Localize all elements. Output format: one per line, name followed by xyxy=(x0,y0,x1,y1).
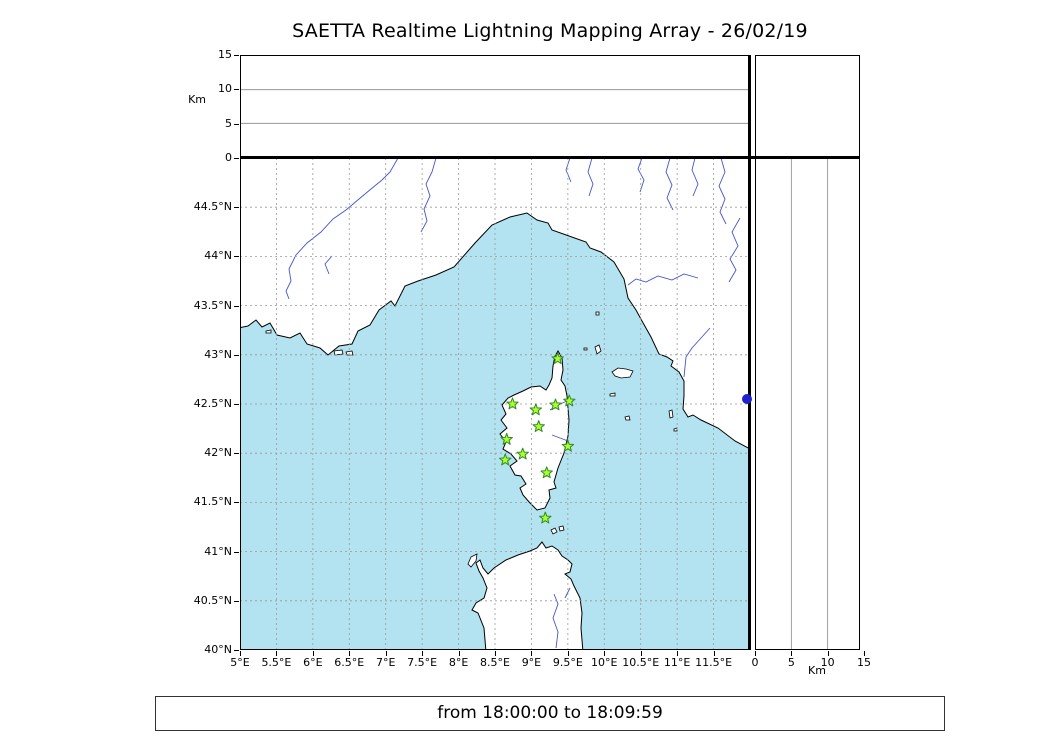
tick-mark xyxy=(827,651,829,656)
station-marker xyxy=(561,439,575,452)
km-tick-label: 10 xyxy=(820,656,835,669)
map-gridlines xyxy=(240,158,750,650)
lon-tick-label: 8.5°E xyxy=(480,656,510,669)
km-tick-label: 5 xyxy=(787,656,795,669)
tick-mark xyxy=(755,651,756,656)
altitude-tick-label: 5 xyxy=(225,116,232,130)
tick-mark xyxy=(234,55,239,56)
lat-tick-label: 42.5°N xyxy=(193,397,232,410)
tick-mark xyxy=(422,651,424,656)
tick-mark xyxy=(604,651,606,656)
tick-mark xyxy=(234,502,239,504)
tick-mark xyxy=(240,651,241,656)
lon-tick-label: 11°E xyxy=(663,656,691,669)
lightning-source-dot xyxy=(742,394,753,405)
altitude-tick-label: 0 xyxy=(225,151,232,164)
station-marker xyxy=(516,447,529,460)
lon-tick-label: 11.5°E xyxy=(695,656,733,669)
tick-mark xyxy=(234,650,239,651)
coastline-mainland xyxy=(240,158,750,450)
page-title: SAETTA Realtime Lightning Mapping Array … xyxy=(292,20,808,42)
tick-mark xyxy=(276,651,278,656)
tick-mark xyxy=(640,651,642,656)
tick-mark xyxy=(234,404,239,405)
tick-mark xyxy=(864,651,865,656)
right-panel-border xyxy=(755,158,860,650)
station-marker xyxy=(539,511,552,524)
tick-mark xyxy=(234,256,239,258)
tick-mark xyxy=(234,551,239,553)
tick-mark xyxy=(234,453,239,455)
lon-tick-label: 9.5°E xyxy=(552,656,583,669)
tick-mark xyxy=(312,651,314,656)
km-axis-label-top: Km xyxy=(188,93,206,106)
altitude-longitude-panel xyxy=(240,55,750,158)
station-marker xyxy=(529,403,542,416)
altitude-panel-grid xyxy=(241,89,749,124)
lat-tick-label: 40.5°N xyxy=(193,593,232,607)
lon-tick-label: 5.5°E xyxy=(261,656,292,669)
lat-tick-label: 42°N xyxy=(204,446,232,460)
lat-tick-label: 40°N xyxy=(204,643,232,656)
tick-mark xyxy=(458,651,460,656)
tick-mark xyxy=(713,651,715,656)
station-marker xyxy=(540,466,553,479)
station-marker xyxy=(551,352,564,365)
lon-tick-label: 5°E xyxy=(230,656,250,669)
thick-divider-vertical xyxy=(748,55,751,650)
lon-tick-label: 10°E xyxy=(591,656,618,669)
station-marker xyxy=(532,420,545,432)
tick-mark xyxy=(234,123,239,125)
lat-tick-label: 44°N xyxy=(204,249,232,263)
altitude-tick-label: 10 xyxy=(218,82,232,96)
tick-mark xyxy=(234,158,239,159)
tick-mark xyxy=(234,600,239,602)
latitude-altitude-panel xyxy=(755,158,860,650)
tick-mark xyxy=(234,354,239,356)
tick-mark xyxy=(349,651,351,656)
km-tick-label: 0 xyxy=(751,656,759,669)
right-panel-svg xyxy=(755,158,860,650)
lat-tick-label: 44.5°N xyxy=(193,200,232,214)
lon-tick-label: 9°E xyxy=(521,656,542,669)
lon-tick-label: 10.5°E xyxy=(622,656,660,669)
station-markers xyxy=(499,352,576,524)
corner-panel xyxy=(755,55,860,158)
lon-tick-label: 8°E xyxy=(448,656,469,669)
tick-mark xyxy=(495,651,496,656)
thick-divider-horizontal xyxy=(240,156,860,159)
tick-mark xyxy=(791,651,793,656)
station-marker xyxy=(499,453,512,466)
tick-mark xyxy=(531,651,533,656)
tick-mark xyxy=(385,651,387,656)
map-panel xyxy=(240,158,750,650)
altitude-tick-label: 15 xyxy=(218,48,232,61)
station-marker xyxy=(506,397,519,410)
tick-mark xyxy=(677,651,679,656)
station-marker xyxy=(563,394,576,407)
time-range-bar: from 18:00:00 to 18:09:59 xyxy=(155,696,945,731)
tick-mark xyxy=(234,305,239,307)
station-marker xyxy=(549,398,562,411)
coastline-corsica xyxy=(499,350,570,511)
lat-tick-label: 43.5°N xyxy=(193,298,232,312)
lon-tick-label: 7°E xyxy=(375,656,396,669)
lat-tick-label: 43°N xyxy=(204,347,232,361)
km-axis-label-right: Km xyxy=(808,664,826,677)
tick-mark xyxy=(567,651,569,656)
lon-tick-label: 6.5°E xyxy=(334,656,365,669)
tick-mark xyxy=(234,89,239,91)
map-svg xyxy=(240,158,750,650)
lon-tick-label: 6°E xyxy=(303,656,323,669)
lat-tick-label: 41.5°N xyxy=(193,495,232,509)
right-panel-gridlines xyxy=(790,158,829,650)
tick-mark xyxy=(234,207,239,209)
lat-tick-label: 41°N xyxy=(204,544,232,558)
station-marker xyxy=(500,432,513,445)
small-islands xyxy=(265,311,678,568)
km-tick-label: 15 xyxy=(857,656,871,669)
lon-tick-label: 7.5°E xyxy=(407,656,438,669)
